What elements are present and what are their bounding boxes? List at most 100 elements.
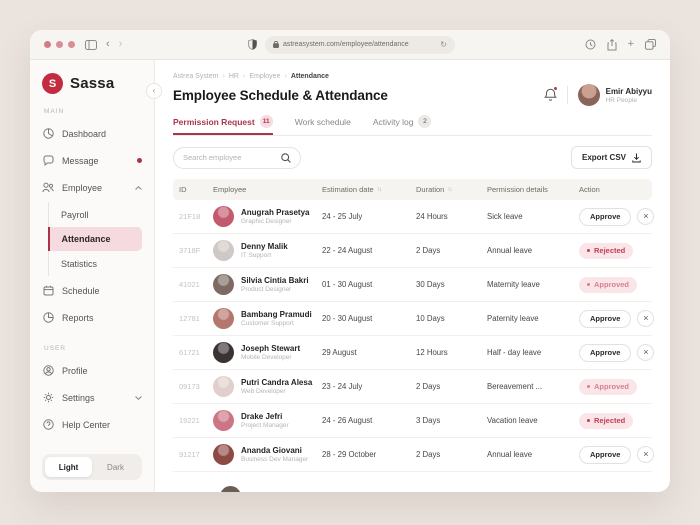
sidebar-item-schedule[interactable]: Schedule bbox=[42, 277, 142, 304]
sidebar-item-reports[interactable]: Reports bbox=[42, 304, 142, 331]
sidebar-item-employee[interactable]: Employee bbox=[42, 174, 142, 201]
permission-cell: Annual leave bbox=[487, 246, 533, 255]
employee-cell: Drake Jefri Project Manager bbox=[213, 410, 322, 431]
sidebar-item-label: Settings bbox=[62, 392, 95, 403]
column-header-employee[interactable]: Employee bbox=[213, 185, 247, 194]
user-name: Emir Abiyyu bbox=[605, 86, 652, 96]
privacy-shield-icon[interactable] bbox=[248, 39, 257, 50]
export-csv-button[interactable]: Export CSV bbox=[570, 146, 652, 169]
column-header-action[interactable]: Action bbox=[579, 185, 600, 194]
notification-bell-icon[interactable] bbox=[543, 86, 558, 102]
search-input[interactable] bbox=[183, 153, 275, 162]
chevron-up-icon bbox=[135, 185, 142, 190]
browser-sidebar-icon[interactable] bbox=[85, 39, 97, 50]
avatar bbox=[213, 274, 234, 295]
approve-button[interactable]: Approve bbox=[579, 445, 632, 464]
employee-name: Bambang Pramudi bbox=[241, 309, 312, 319]
duration-cell: 10 Days bbox=[416, 314, 445, 323]
sidebar-item-attendance[interactable]: Attendance bbox=[47, 227, 142, 251]
new-tab-icon[interactable]: + bbox=[627, 38, 634, 50]
url-bar[interactable]: astreasystem.com/employee/attendance ↻ bbox=[264, 35, 455, 54]
avatar bbox=[213, 206, 234, 227]
column-header-permission[interactable]: Permission details bbox=[487, 185, 548, 194]
employee-role: Product Designer bbox=[241, 286, 292, 294]
sidebar-item-help[interactable]: Help Center bbox=[42, 411, 142, 438]
sidebar-item-message[interactable]: Message bbox=[42, 147, 142, 174]
reload-icon[interactable]: ↻ bbox=[440, 39, 447, 49]
permission-cell: Bereavement ... bbox=[487, 382, 543, 391]
row-id: 19221 bbox=[179, 416, 200, 425]
sort-icon[interactable]: ↑↓ bbox=[447, 186, 452, 193]
sort-icon[interactable]: ↑↓ bbox=[376, 186, 382, 193]
reject-button[interactable]: × bbox=[637, 446, 655, 463]
column-header-id[interactable]: ID bbox=[179, 185, 187, 194]
message-notification-dot bbox=[137, 158, 142, 163]
approve-button[interactable]: Approve bbox=[579, 309, 632, 328]
search-box[interactable] bbox=[173, 146, 301, 169]
tab-work-schedule[interactable]: Work schedule bbox=[295, 115, 351, 135]
breadcrumb-item[interactable]: Astrea System bbox=[173, 72, 219, 80]
dashboard-icon bbox=[42, 128, 54, 139]
minimize-window-button[interactable] bbox=[56, 41, 63, 48]
avatar bbox=[213, 308, 234, 329]
brand-logo-icon: S bbox=[42, 73, 63, 94]
column-header-duration[interactable]: Duration ↑↓ bbox=[416, 185, 452, 194]
breadcrumb-item[interactable]: Employee bbox=[249, 72, 281, 80]
close-window-button[interactable] bbox=[44, 41, 51, 48]
breadcrumb-item[interactable]: HR bbox=[228, 72, 239, 80]
approve-button[interactable]: Approve bbox=[579, 343, 632, 362]
sidebar-item-dashboard[interactable]: Dashboard bbox=[42, 120, 142, 147]
toolbar: Export CSV bbox=[173, 146, 652, 169]
tab-permission-request[interactable]: Permission Request 11 bbox=[173, 115, 273, 135]
status-badge: Rejected bbox=[579, 412, 634, 429]
sidebar-item-profile[interactable]: Profile bbox=[42, 357, 142, 384]
table-row: 61721 Joseph Stewart Mobile Developer 29 Au… bbox=[173, 336, 655, 370]
reject-button[interactable]: × bbox=[637, 310, 655, 327]
row-id: 3718F bbox=[179, 246, 201, 255]
employee-role: Web Developer bbox=[241, 388, 286, 396]
help-icon bbox=[42, 419, 54, 430]
sidebar-item-payroll[interactable]: Payroll bbox=[49, 202, 142, 227]
theme-light-button[interactable]: Light bbox=[45, 457, 92, 477]
brand: S Sassa bbox=[42, 73, 142, 94]
employee-role: Business Dev Manager bbox=[241, 456, 309, 464]
action-cell: Approve × bbox=[579, 445, 655, 464]
employee-name: Drake Jefri bbox=[241, 411, 283, 421]
share-icon[interactable] bbox=[607, 38, 617, 51]
back-icon[interactable]: ‹ bbox=[106, 38, 110, 50]
tab-badge: 11 bbox=[259, 115, 273, 128]
attendance-table: ID Employee Estimation date ↑↓ Duration ↑↓… bbox=[173, 179, 655, 492]
maximize-window-button[interactable] bbox=[68, 41, 75, 48]
employee-name: Anugrah Prasetya bbox=[241, 207, 310, 217]
status-label: Rejected bbox=[594, 246, 626, 255]
table-row: 21F18 Anugrah Prasetya Graphic Designer 24 … bbox=[173, 200, 655, 234]
main-content: ‹ Astrea System › HR › Employee › Attend… bbox=[146, 60, 670, 492]
theme-dark-button[interactable]: Dark bbox=[107, 462, 124, 472]
status-label: Rejected bbox=[594, 416, 626, 425]
browser-chrome: ‹ › astreasystem.com/employee/attendance… bbox=[30, 30, 670, 60]
message-icon bbox=[42, 155, 54, 166]
forward-icon[interactable]: › bbox=[118, 38, 123, 50]
date-cell: 29 August bbox=[322, 348, 357, 357]
date-cell: 24 - 25 July bbox=[322, 212, 363, 221]
status-dot bbox=[587, 249, 590, 252]
avatar bbox=[213, 444, 234, 465]
tab-activity-log[interactable]: Activity log 2 bbox=[373, 115, 432, 135]
user-menu[interactable]: Emir Abiyyu HR People bbox=[577, 84, 652, 106]
history-icon[interactable] bbox=[585, 39, 596, 50]
action-cell: Approved bbox=[579, 378, 652, 395]
row-id: 12781 bbox=[179, 314, 200, 323]
tab-overview-icon[interactable] bbox=[645, 39, 656, 50]
window-controls[interactable] bbox=[44, 41, 75, 48]
sidebar-collapse-button[interactable]: ‹ bbox=[146, 83, 162, 99]
reject-button[interactable]: × bbox=[637, 344, 655, 361]
breadcrumb-separator: › bbox=[284, 72, 287, 80]
column-header-estimation-date[interactable]: Estimation date ↑↓ bbox=[322, 185, 382, 194]
sidebar-item-settings[interactable]: Settings bbox=[42, 384, 142, 411]
sidebar-item-statistics[interactable]: Statistics bbox=[49, 251, 142, 276]
sidebar-item-label: Employee bbox=[62, 182, 103, 193]
approve-button[interactable]: Approve bbox=[579, 207, 632, 226]
reject-button[interactable]: × bbox=[637, 208, 655, 225]
schedule-icon bbox=[42, 285, 54, 296]
permission-cell: Annual leave bbox=[487, 450, 533, 459]
